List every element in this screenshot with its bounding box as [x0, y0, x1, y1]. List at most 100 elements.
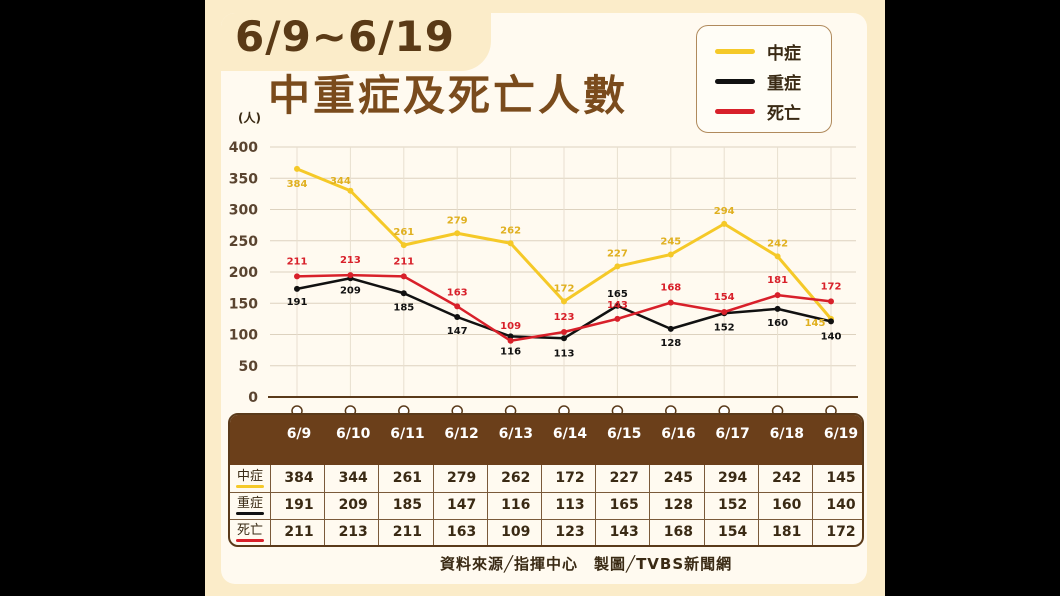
series-point-1 [400, 290, 407, 297]
table-row-swatch [236, 512, 264, 515]
table-value-cell: 211 [392, 524, 422, 540]
series-point-1 [774, 305, 781, 312]
data-label: 261 [393, 227, 414, 238]
legend-swatch-moderate [715, 49, 755, 54]
table-row-label: 中症 [236, 469, 263, 484]
series-point-1 [828, 318, 834, 325]
column-separator [812, 465, 813, 545]
series-point-1 [507, 333, 514, 340]
data-label: 113 [554, 348, 575, 359]
table-value-cell: 147 [446, 497, 477, 513]
table-row-label: 重症 [236, 496, 263, 511]
table-value-cell: 384 [284, 470, 314, 486]
legend-item-severe: 重症 [697, 66, 831, 96]
row-separator [230, 519, 862, 520]
data-label: 344 [330, 176, 351, 187]
series-point-1 [561, 335, 567, 342]
table-date-cell: 6/13 [498, 426, 533, 442]
series-point-1 [454, 314, 461, 320]
data-label: 209 [340, 285, 361, 296]
data-label: 211 [287, 256, 308, 267]
series-point-0 [294, 165, 300, 172]
table-row-swatch [236, 539, 264, 542]
data-label: 245 [660, 237, 681, 248]
data-label: 160 [767, 318, 788, 329]
data-label: 172 [821, 281, 842, 292]
table-value-cell: 294 [717, 470, 748, 486]
series-point-1 [614, 302, 621, 309]
table-value-cell: 261 [392, 470, 422, 486]
series-point-2 [828, 298, 834, 305]
table-value-cell: 211 [284, 524, 314, 540]
table-value-cell: 209 [338, 497, 368, 513]
series-point-2 [347, 272, 354, 279]
series-point-0 [400, 242, 407, 249]
table-date-cell: 6/18 [769, 426, 804, 442]
table-value-cell: 140 [826, 497, 856, 513]
data-label: 145 [805, 318, 826, 329]
table-value-cell: 242 [772, 470, 802, 486]
legend-label-moderate: 中症 [767, 44, 801, 64]
data-label: 279 [447, 215, 468, 226]
table-value-cell: 213 [338, 524, 368, 540]
series-point-0 [614, 263, 621, 270]
table-date-cell: 6/11 [390, 426, 425, 442]
series-point-2 [507, 337, 514, 344]
data-label: 384 [287, 179, 308, 190]
data-label: 123 [554, 312, 575, 323]
table-value-cell: 191 [284, 497, 314, 513]
legend-item-death: 死亡 [697, 96, 831, 126]
data-label: 191 [287, 297, 308, 308]
series-point-0 [774, 253, 781, 260]
data-label: 152 [714, 322, 735, 333]
table-value-cell: 109 [501, 524, 531, 540]
y-tick-label: 200 [229, 265, 258, 281]
chart-axes: (人) 0 50 100 150 200 250 300 350 400 [229, 110, 858, 417]
column-separator [757, 465, 759, 545]
source-credit: 資料來源╱指揮中心 製圖╱TVBS新聞網 [440, 555, 733, 573]
column-separator [378, 465, 380, 545]
data-label: 242 [767, 238, 788, 249]
table-value-cell: 165 [609, 497, 639, 513]
data-label: 140 [821, 331, 842, 342]
y-tick-label: 50 [239, 359, 259, 375]
table-header-row: 6/9 6/10 6/11 6/12 6/13 6/14 6/15 6/16 6/17 6/18 6… [230, 415, 862, 465]
table-value-cell: 168 [663, 524, 693, 540]
table-value-cell: 143 [609, 524, 639, 540]
y-axis-unit-label: (人) [238, 110, 261, 125]
table-value-cell: 154 [717, 524, 748, 540]
data-label: 227 [607, 248, 628, 259]
series-point-2 [561, 329, 567, 335]
table-value-cell: 123 [555, 524, 585, 540]
data-label: 185 [393, 302, 414, 313]
chart-legend: 中症 重症 死亡 [696, 25, 832, 133]
series-point-0 [507, 240, 514, 247]
data-table: 6/9 6/10 6/11 6/12 6/13 6/14 6/15 6/16 6/17 6/18 6… [228, 413, 864, 547]
y-tick-label: 0 [248, 390, 258, 406]
table-value-cell: 163 [446, 524, 477, 540]
table-value-cell: 185 [392, 497, 422, 513]
table-date-cell: 6/16 [661, 426, 696, 442]
data-label: 128 [660, 338, 681, 349]
legend-swatch-severe [715, 79, 755, 84]
series-point-0 [561, 298, 567, 305]
series-point-2 [400, 273, 407, 280]
data-label: 172 [554, 283, 575, 294]
table-date-cell: 6/19 [823, 426, 859, 442]
y-tick-label: 250 [229, 234, 258, 250]
legend-label-death: 死亡 [767, 104, 801, 124]
table-value-cell: 152 [717, 497, 748, 513]
series-point-0 [721, 220, 728, 227]
table-row: 重症 191 209 185 147 116 113 165 128 152 160 140 [230, 492, 862, 518]
data-label: 165 [607, 289, 628, 300]
table-value-cell: 160 [772, 497, 802, 513]
table-value-cell: 113 [555, 497, 585, 513]
series-point-2 [614, 315, 621, 322]
column-separator [703, 465, 705, 545]
series-point-0 [347, 187, 354, 194]
table-value-cell: 181 [772, 524, 802, 540]
data-label: 213 [340, 255, 361, 266]
table-value-cell: 145 [826, 470, 856, 486]
y-tick-label: 300 [229, 203, 258, 219]
data-label: 294 [714, 206, 735, 217]
